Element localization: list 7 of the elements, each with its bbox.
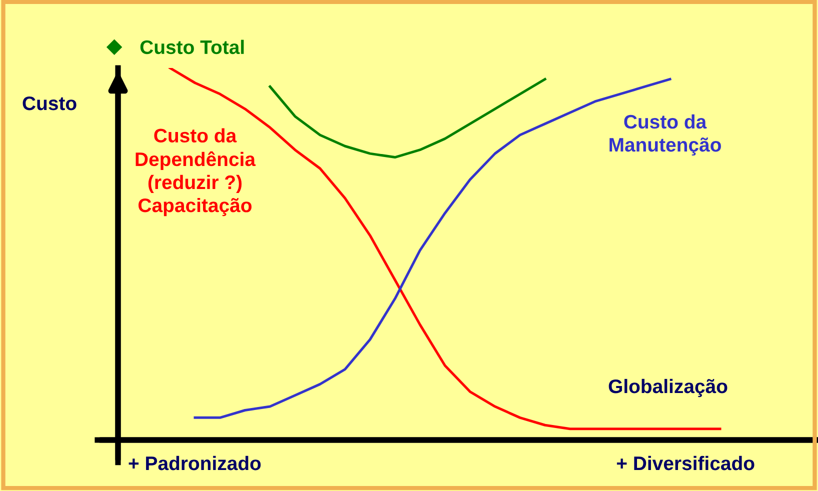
series-label: Custo da Dependência (reduzir ?) Capacitação xyxy=(136,128,256,216)
legend-label: Custo Total xyxy=(140,40,244,54)
text: + Padronizado xyxy=(128,456,261,470)
annotation: Globalização xyxy=(608,378,728,398)
text: + Diversificado xyxy=(616,456,754,470)
y-axis-title: Custo xyxy=(22,96,76,110)
series-label: Custo da Manutenção xyxy=(610,114,721,156)
